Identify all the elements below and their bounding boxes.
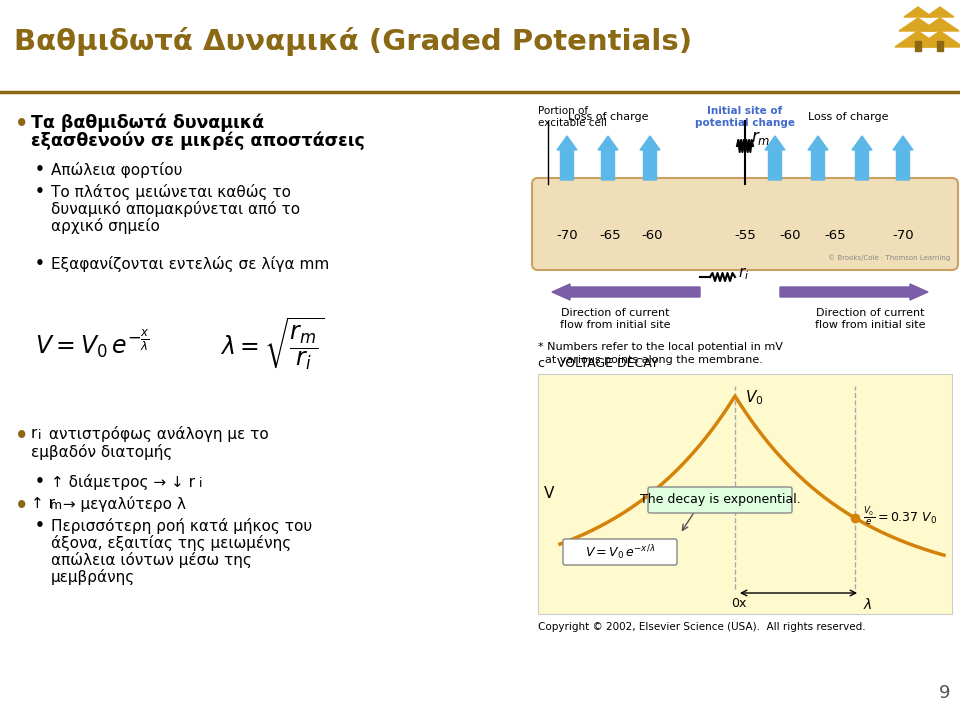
Text: -55: -55 [734,229,756,242]
FancyArrow shape [598,136,618,180]
Text: -70: -70 [892,229,914,242]
Bar [538,374,952,614]
Text: $V = V_0\,e^{-\frac{x}{\lambda}}$: $V = V_0\,e^{-\frac{x}{\lambda}}$ [35,328,150,361]
Text: •: • [15,496,29,516]
Text: •: • [35,184,45,199]
Text: ↑ διάμετρος → ↓ r: ↑ διάμετρος → ↓ r [51,474,195,490]
Text: •: • [15,426,29,446]
FancyArrow shape [640,136,660,180]
Text: $\lambda$: $\lambda$ [863,597,873,612]
Text: $r_m$: $r_m$ [751,129,770,147]
Text: Τα βαθμιδωτά δυναμικά: Τα βαθμιδωτά δυναμικά [31,114,264,133]
FancyArrow shape [765,136,785,180]
FancyArrow shape [852,136,872,180]
Text: -70: -70 [556,229,578,242]
Text: $\lambda = \sqrt{\dfrac{r_m}{r_i}}$: $\lambda = \sqrt{\dfrac{r_m}{r_i}}$ [220,316,324,372]
Text: •: • [35,518,45,533]
Text: at various points along the membrane.: at various points along the membrane. [538,355,763,365]
Text: ↑ r: ↑ r [31,496,55,511]
Text: 0: 0 [731,597,739,610]
Text: Απώλεια φορτίου: Απώλεια φορτίου [51,162,182,178]
Text: εμβαδόν διατομής: εμβαδόν διατομής [31,444,173,460]
FancyArrow shape [780,284,928,300]
Text: Direction of current
flow from initial site: Direction of current flow from initial s… [560,308,670,330]
Text: -60: -60 [641,229,662,242]
FancyArrow shape [557,136,577,180]
Text: δυναμικό απομακρύνεται από το: δυναμικό απομακρύνεται από το [51,201,300,217]
Text: m: m [50,499,62,512]
Text: -65: -65 [825,229,846,242]
Bar [915,41,921,51]
Text: → μεγαλύτερο λ: → μεγαλύτερο λ [58,496,186,512]
Text: * Numbers refer to the local potential in mV: * Numbers refer to the local potential i… [538,342,782,352]
FancyBboxPatch shape [563,539,677,565]
Text: © Brooks/Cole · Thomson Learning: © Brooks/Cole · Thomson Learning [828,254,950,261]
Text: r: r [31,426,37,441]
Polygon shape [921,18,959,31]
Text: i: i [38,429,41,442]
Text: i: i [199,477,203,490]
Text: Loss of charge: Loss of charge [567,112,648,122]
Polygon shape [899,18,937,31]
Text: •: • [15,114,29,134]
Text: Loss of charge: Loss of charge [807,112,888,122]
Text: Portion of
excitable cell: Portion of excitable cell [538,106,607,128]
Text: $r_i$: $r_i$ [738,266,749,282]
Text: Direction of current
flow from initial site: Direction of current flow from initial s… [815,308,925,330]
Text: The decay is exponential.: The decay is exponential. [639,493,801,506]
Text: Initial site of
potential change: Initial site of potential change [695,106,795,128]
Polygon shape [904,7,932,17]
Text: $\frac{V_0}{e} = 0.37\ V_0$: $\frac{V_0}{e} = 0.37\ V_0$ [863,505,938,527]
Text: c   VOLTAGE DECAY: c VOLTAGE DECAY [538,357,659,370]
Bar [937,41,943,51]
Text: V: V [544,486,554,501]
FancyBboxPatch shape [532,178,958,270]
Polygon shape [895,31,941,47]
Text: αντιστρόφως ανάλογη με το: αντιστρόφως ανάλογη με το [44,426,269,442]
Polygon shape [917,31,960,47]
Text: 9: 9 [939,684,950,702]
Text: μεμβράνης: μεμβράνης [51,569,135,585]
FancyArrow shape [552,284,700,300]
Text: Βαθμιδωτά Δυναμικά (Graded Potentials): Βαθμιδωτά Δυναμικά (Graded Potentials) [14,28,692,56]
Text: εξασθενούν σε μικρές αποστάσεις: εξασθενούν σε μικρές αποστάσεις [31,132,365,151]
Text: Copyright © 2002, Elsevier Science (USA).  All rights reserved.: Copyright © 2002, Elsevier Science (USA)… [538,622,866,632]
Text: Εξαφανίζονται εντελώς σε λίγα mm: Εξαφανίζονται εντελώς σε λίγα mm [51,256,329,272]
Text: $V_0$: $V_0$ [745,388,763,407]
FancyArrow shape [808,136,828,180]
Text: αρχικό σημείο: αρχικό σημείο [51,218,160,234]
Text: •: • [35,162,45,177]
FancyBboxPatch shape [648,487,792,513]
Text: απώλεια ιόντων μέσω της: απώλεια ιόντων μέσω της [51,552,252,568]
Text: άξονα, εξαιτίας της μειωμένης: άξονα, εξαιτίας της μειωμένης [51,535,291,551]
Text: -65: -65 [599,229,621,242]
Text: Περισσότερη ροή κατά μήκος του: Περισσότερη ροή κατά μήκος του [51,518,312,534]
Text: $V = V_0\,e^{-x/\lambda}$: $V = V_0\,e^{-x/\lambda}$ [585,543,655,561]
Text: •: • [35,474,45,489]
Polygon shape [926,7,954,17]
Text: Το πλάτος μειώνεται καθώς το: Το πλάτος μειώνεται καθώς το [51,184,291,200]
Text: -60: -60 [780,229,801,242]
Text: •: • [35,256,45,271]
FancyArrow shape [893,136,913,180]
Text: x: x [739,597,746,610]
